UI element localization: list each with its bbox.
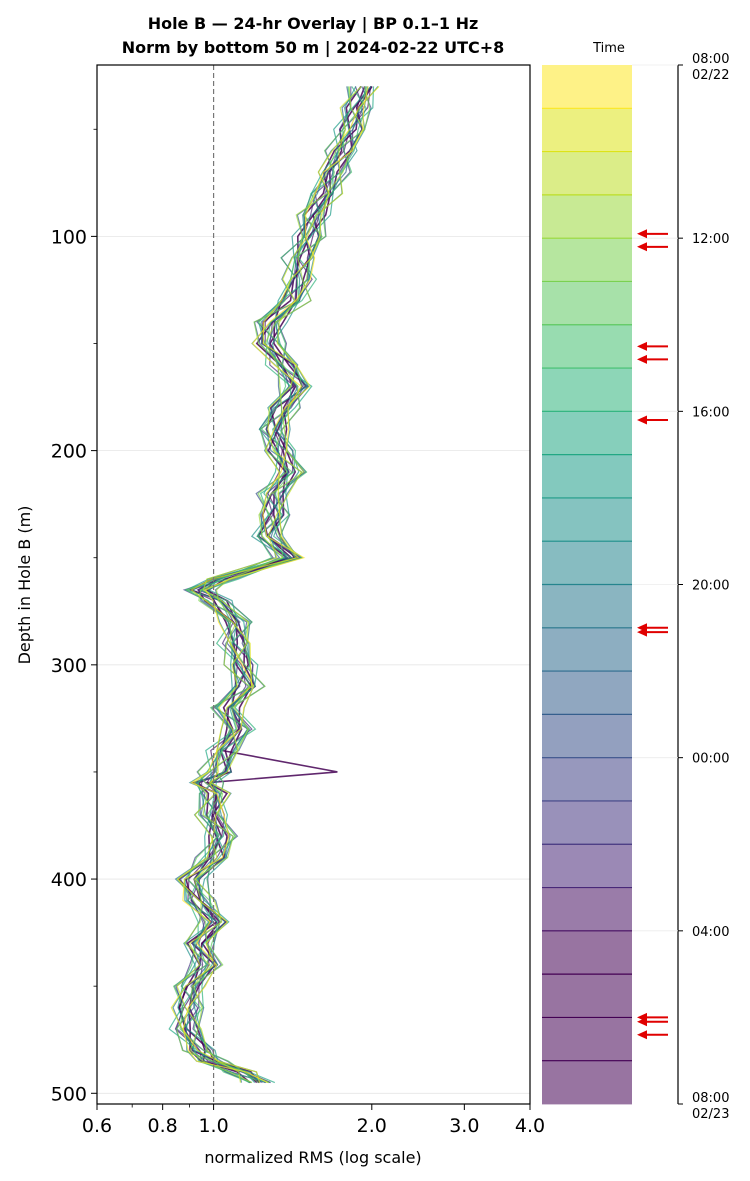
event-arrow-head xyxy=(637,1030,647,1040)
x-tick-label: 2.0 xyxy=(357,1115,387,1137)
colorbar-segment xyxy=(542,238,632,282)
colorbar-segment xyxy=(542,887,632,932)
colorbar-segment xyxy=(542,454,632,499)
time-tick-label: 20:00 xyxy=(692,579,729,594)
y-axis-label: Depth in Hole B (m) xyxy=(15,506,34,665)
colorbar-segment xyxy=(542,974,632,1018)
time-bottom-label: 08:00 xyxy=(692,1091,729,1106)
colorbar-segment xyxy=(542,541,632,585)
colorbar-segment xyxy=(542,844,632,888)
x-axis-ticks: 0.6 0.8 1.0 2.0 3.0 4.0 xyxy=(82,1104,545,1137)
time-tick-label: 12:00 xyxy=(692,232,729,247)
trace-line xyxy=(176,85,362,1083)
event-arrow-head xyxy=(637,229,647,239)
event-arrow-head xyxy=(637,415,647,425)
colorbar-segment xyxy=(542,411,632,456)
colorbar-label: Time xyxy=(592,41,625,56)
event-arrow-head xyxy=(637,354,647,364)
trace-line xyxy=(183,86,358,1084)
x-tick-label: 4.0 xyxy=(515,1115,545,1137)
trace-line xyxy=(176,86,371,1084)
time-tick-label: 04:00 xyxy=(692,925,729,940)
colorbar-segment xyxy=(542,930,632,975)
colorbar xyxy=(542,65,632,1105)
plot-grid xyxy=(97,235,530,1094)
colorbar-segment xyxy=(542,757,632,802)
event-arrow-head xyxy=(637,242,647,252)
event-arrows xyxy=(637,229,668,1040)
time-axis: 12:0016:0020:0000:0004:0008:0002/2208:00… xyxy=(632,52,729,1122)
colorbar-segment xyxy=(542,584,632,629)
colorbar-segment xyxy=(542,194,632,239)
colorbar-segment xyxy=(542,324,632,369)
colorbar-segment xyxy=(542,108,632,152)
time-top-label: 08:00 xyxy=(692,52,729,67)
time-top-date: 02/22 xyxy=(692,68,729,83)
colorbar-segment xyxy=(542,151,632,196)
plot-frame xyxy=(96,64,531,1105)
colorbar-segment xyxy=(542,368,632,412)
y-axis-ticks: 100 200 300 400 500 xyxy=(51,128,97,1105)
colorbar-segment xyxy=(542,65,632,109)
trace-line xyxy=(170,85,380,1083)
colorbar-segment xyxy=(542,671,632,715)
y-tick-label: 300 xyxy=(51,655,87,677)
colorbar-segment xyxy=(542,281,632,326)
y-tick-label: 500 xyxy=(51,1083,87,1105)
x-tick-label: 0.8 xyxy=(148,1115,178,1137)
plot-traces xyxy=(168,85,380,1084)
event-arrow-head xyxy=(637,627,647,637)
trace-line xyxy=(172,86,368,1084)
colorbar-segment xyxy=(542,714,632,759)
time-tick-label: 00:00 xyxy=(692,752,729,767)
colorbar-segment xyxy=(542,800,632,845)
y-tick-label: 100 xyxy=(51,226,87,248)
trace-line xyxy=(182,86,369,1084)
colorbar-segment xyxy=(542,1017,632,1062)
event-arrow-head xyxy=(637,341,647,351)
chart-title-line2: Norm by bottom 50 m | 2024-02-22 UTC+8 xyxy=(122,38,505,58)
y-tick-label: 400 xyxy=(51,869,87,891)
time-tick-label: 16:00 xyxy=(692,405,729,420)
x-tick-label: 1.0 xyxy=(198,1115,228,1137)
colorbar-segment xyxy=(542,627,632,672)
event-arrow-head xyxy=(637,1017,647,1027)
x-axis-label: normalized RMS (log scale) xyxy=(204,1148,421,1167)
trace-line xyxy=(184,86,365,1084)
colorbar-segment xyxy=(542,497,632,542)
x-tick-label: 3.0 xyxy=(449,1115,479,1137)
chart-title-line1: Hole B — 24-hr Overlay | BP 0.1–1 Hz xyxy=(148,14,479,34)
colorbar-segment xyxy=(542,1060,632,1105)
y-tick-label: 200 xyxy=(51,441,87,463)
time-bottom-date: 02/23 xyxy=(692,1107,729,1122)
x-tick-label: 0.6 xyxy=(82,1115,112,1137)
